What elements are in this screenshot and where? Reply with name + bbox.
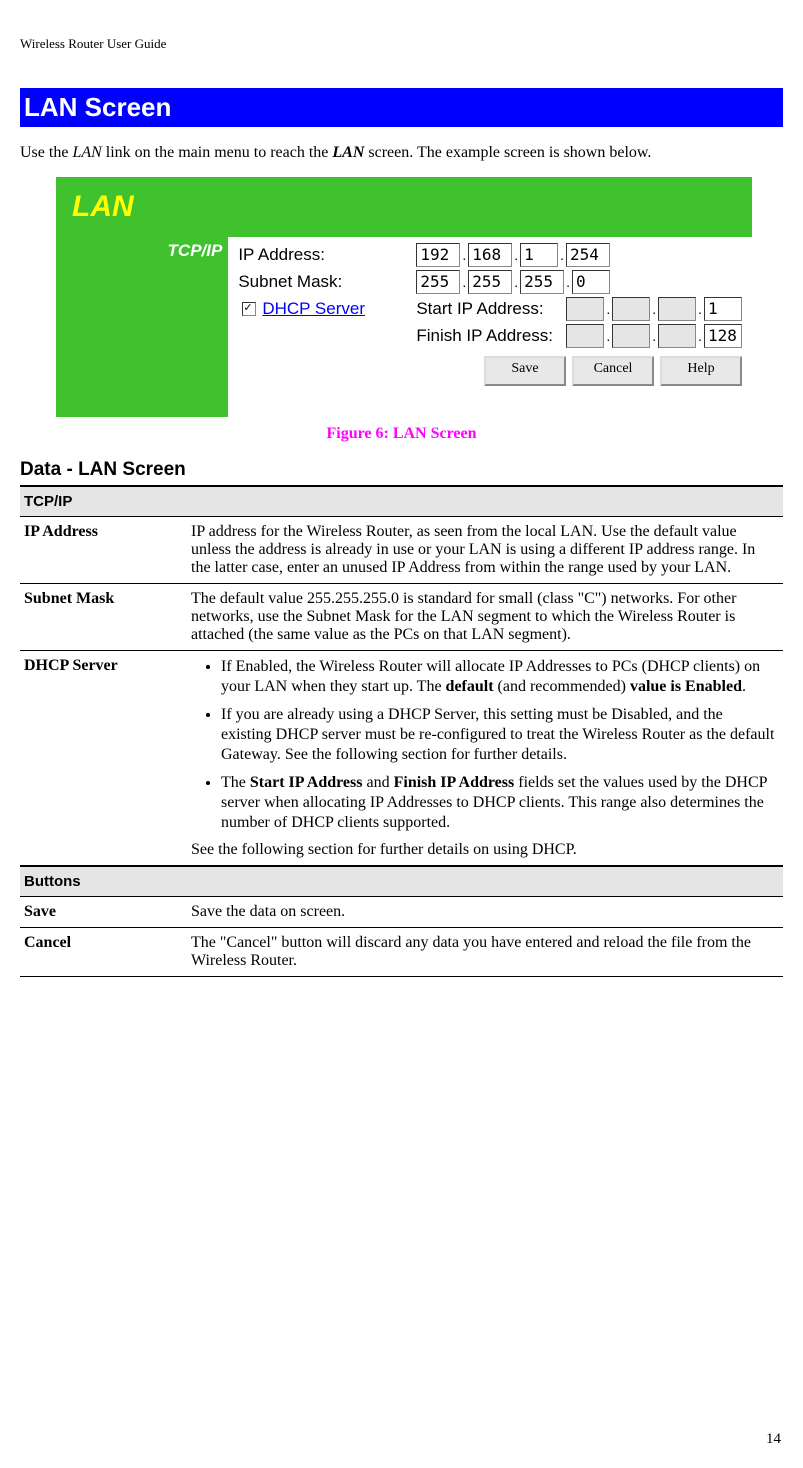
router-title: LAN (72, 190, 134, 224)
subnet-mask-row-text: The default value 255.255.255.0 is stand… (187, 584, 783, 651)
ip-address-fields: 192. 168. 1. 254 (416, 243, 610, 267)
section-banner: LAN Screen (20, 88, 783, 127)
finish-ip-label: Finish IP Address: (416, 326, 566, 346)
dhcp-checkbox[interactable] (242, 302, 256, 316)
finish-ip-octet-2 (612, 324, 650, 348)
cancel-button[interactable]: Cancel (572, 356, 654, 386)
save-button[interactable]: Save (484, 356, 566, 386)
dot: . (606, 301, 610, 317)
ip-address-label: IP Address: (238, 245, 416, 265)
start-ip-label: Start IP Address: (416, 299, 566, 319)
dhcp-check-wrap: DHCP Server (238, 299, 416, 319)
ip-address-row-text: IP address for the Wireless Router, as s… (187, 517, 783, 584)
start-ip-octet-2 (612, 297, 650, 321)
intro-pre: Use the (20, 144, 72, 161)
tcpip-sidebar-label: TCP/IP (168, 241, 223, 261)
dhcp-bullet-list: If Enabled, the Wireless Router will all… (191, 657, 775, 833)
list-item: If you are already using a DHCP Server, … (221, 705, 775, 765)
finish-ip-row: Finish IP Address: . . . 128 (238, 324, 742, 348)
data-table: TCP/IP IP Address IP address for the Wir… (20, 485, 783, 977)
dot: . (462, 274, 466, 290)
router-screenshot: LAN TCP/IP IP Address: 192. 168. 1. 254 … (56, 177, 752, 417)
button-row: Save Cancel Help (238, 356, 742, 386)
finish-ip-octet-1 (566, 324, 604, 348)
subnet-octet-3[interactable]: 255 (520, 270, 564, 294)
subnet-octet-4[interactable]: 0 (572, 270, 610, 294)
tcpip-section-header: TCP/IP (20, 486, 783, 517)
dot: . (514, 247, 518, 263)
page-header: Wireless Router User Guide (20, 36, 783, 52)
bullet1-b1: default (446, 678, 494, 695)
dot: . (698, 301, 702, 317)
table-row: Save Save the data on screen. (20, 897, 783, 928)
bullet1-mid: (and recommended) (494, 678, 630, 695)
ip-octet-3[interactable]: 1 (520, 243, 558, 267)
intro-paragraph: Use the LAN link on the main menu to rea… (20, 143, 783, 163)
save-row-text: Save the data on screen. (187, 897, 783, 928)
list-item: The Start IP Address and Finish IP Addre… (221, 773, 775, 833)
start-ip-octet-4[interactable]: 1 (704, 297, 742, 321)
dot: . (566, 274, 570, 290)
start-ip-row: DHCP Server Start IP Address: . . . 1 (238, 297, 742, 321)
intro-mid: link on the main menu to reach the (102, 144, 333, 161)
dhcp-server-row-label: DHCP Server (20, 651, 187, 867)
bullet3-b2: Finish IP Address (394, 774, 515, 791)
data-section-heading: Data - LAN Screen (20, 459, 783, 481)
help-button[interactable]: Help (660, 356, 742, 386)
dot: . (652, 301, 656, 317)
start-ip-octet-1 (566, 297, 604, 321)
dhcp-server-link[interactable]: DHCP Server (262, 299, 365, 319)
subnet-octet-1[interactable]: 255 (416, 270, 460, 294)
dhcp-server-row-text: If Enabled, the Wireless Router will all… (187, 651, 783, 867)
ip-octet-2[interactable]: 168 (468, 243, 512, 267)
finish-ip-octet-3 (658, 324, 696, 348)
bullet1-post: . (742, 678, 746, 695)
router-sidebar: TCP/IP (56, 237, 228, 417)
dot: . (606, 328, 610, 344)
ip-address-row-label: IP Address (20, 517, 187, 584)
dot: . (560, 247, 564, 263)
intro-lan-bold: LAN (332, 144, 364, 161)
table-row: Cancel The "Cancel" button will discard … (20, 928, 783, 977)
tcpip-section-row: TCP/IP (20, 486, 783, 517)
ip-address-row: IP Address: 192. 168. 1. 254 (238, 243, 742, 267)
buttons-section-row: Buttons (20, 866, 783, 897)
dhcp-after-text: See the following section for further de… (191, 841, 775, 859)
finish-ip-fields: . . . 128 (566, 324, 742, 348)
cancel-row-label: Cancel (20, 928, 187, 977)
start-ip-fields: . . . 1 (566, 297, 742, 321)
start-ip-octet-3 (658, 297, 696, 321)
intro-post: screen. The example screen is shown belo… (364, 144, 651, 161)
table-row: Subnet Mask The default value 255.255.25… (20, 584, 783, 651)
bullet3-mid: and (362, 774, 393, 791)
router-form-area: IP Address: 192. 168. 1. 254 Subnet Mask… (228, 237, 752, 417)
dot: . (652, 328, 656, 344)
table-row: IP Address IP address for the Wireless R… (20, 517, 783, 584)
dot: . (462, 247, 466, 263)
dot: . (514, 274, 518, 290)
buttons-section-header: Buttons (20, 866, 783, 897)
figure-caption: Figure 6: LAN Screen (20, 425, 783, 443)
bullet3-b1: Start IP Address (250, 774, 363, 791)
page-number: 14 (766, 1431, 781, 1448)
bullet3-pre: The (221, 774, 250, 791)
router-body: TCP/IP IP Address: 192. 168. 1. 254 Subn… (56, 237, 752, 417)
subnet-mask-row-label: Subnet Mask (20, 584, 187, 651)
save-row-label: Save (20, 897, 187, 928)
router-top-bar: LAN (56, 177, 752, 237)
ip-octet-1[interactable]: 192 (416, 243, 460, 267)
list-item: If Enabled, the Wireless Router will all… (221, 657, 775, 697)
router-panel: LAN TCP/IP IP Address: 192. 168. 1. 254 … (56, 177, 752, 417)
dot: . (698, 328, 702, 344)
bullet1-b2: value is Enabled (630, 678, 742, 695)
intro-lan-italic: LAN (72, 144, 101, 161)
cancel-row-text: The "Cancel" button will discard any dat… (187, 928, 783, 977)
ip-octet-4[interactable]: 254 (566, 243, 610, 267)
table-row: DHCP Server If Enabled, the Wireless Rou… (20, 651, 783, 867)
subnet-mask-row: Subnet Mask: 255. 255. 255. 0 (238, 270, 742, 294)
finish-ip-octet-4[interactable]: 128 (704, 324, 742, 348)
subnet-octet-2[interactable]: 255 (468, 270, 512, 294)
subnet-mask-fields: 255. 255. 255. 0 (416, 270, 610, 294)
subnet-mask-label: Subnet Mask: (238, 272, 416, 292)
